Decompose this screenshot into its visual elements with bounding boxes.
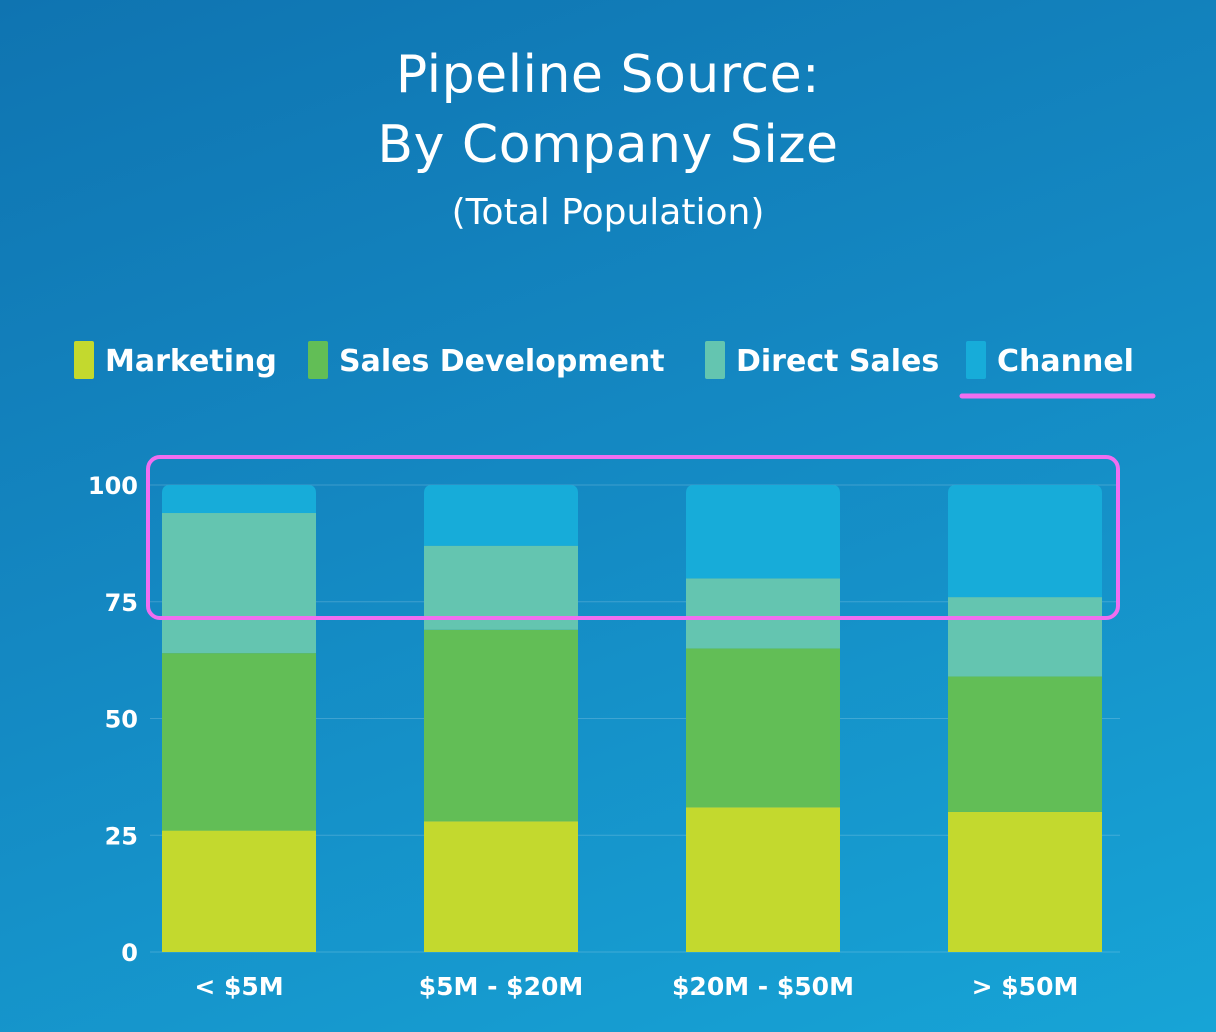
bar-stack — [424, 485, 578, 952]
legend-item: Sales Development — [308, 341, 665, 379]
bar-segment-sales-development — [686, 648, 840, 808]
legend-swatch — [74, 341, 94, 379]
chart-title-line-2: By Company Size — [377, 115, 839, 175]
title-block: Pipeline Source: By Company Size (Total … — [0, 40, 1216, 238]
legend-item: Marketing — [74, 341, 277, 379]
chart-title-line-1: Pipeline Source: — [395, 45, 821, 105]
bar-segment-sales-development — [948, 676, 1102, 812]
y-tick-label: 50 — [105, 706, 138, 734]
bar-segment-marketing — [686, 807, 840, 952]
bar-segment-sales-development — [424, 629, 578, 822]
legend-label: Direct Sales — [736, 344, 939, 379]
bar-stack — [686, 485, 840, 952]
bar-segment-sales-development — [162, 653, 316, 831]
y-tick-label: 75 — [105, 589, 138, 617]
x-tick-label: $20M - $50M — [672, 972, 854, 1001]
legend-item: Direct Sales — [705, 341, 939, 379]
x-tick-label: < $5M — [194, 972, 283, 1001]
y-tick-label: 100 — [88, 472, 138, 500]
y-tick-label: 25 — [105, 822, 138, 850]
bar-segment-marketing — [424, 821, 578, 952]
bar-segment-marketing — [162, 830, 316, 952]
bar-segment-channel — [162, 485, 316, 514]
x-axis: < $5M $5M - $20M $20M - $50M > $50M — [194, 972, 1078, 1001]
chart-subtitle: (Total Population) — [451, 192, 765, 233]
bar-segment-direct-sales — [948, 597, 1102, 677]
bar-segment-marketing — [948, 811, 1102, 952]
y-tick-label: 0 — [121, 939, 138, 967]
legend-swatch — [966, 341, 986, 379]
legend-label: Marketing — [105, 344, 277, 379]
bar-stack — [948, 485, 1102, 952]
legend-item: Channel — [966, 341, 1134, 379]
legend: Marketing Sales Development Direct Sales Ch… — [74, 341, 1134, 379]
legend-swatch — [308, 341, 328, 379]
annotations — [146, 393, 1156, 620]
bar-stack — [162, 485, 316, 952]
bar-segment-direct-sales — [424, 545, 578, 630]
bar-segment-direct-sales — [162, 513, 316, 654]
legend-label: Channel — [997, 344, 1134, 379]
x-tick-label: > $50M — [972, 972, 1079, 1001]
legend-swatch — [705, 341, 725, 379]
bar-segment-direct-sales — [686, 578, 840, 649]
x-tick-label: $5M - $20M — [419, 972, 584, 1001]
bar-segment-channel — [948, 485, 1102, 598]
y-axis: 0 25 50 75 100 — [88, 472, 138, 967]
highlight-box — [146, 455, 1120, 620]
bar-segment-channel — [686, 485, 840, 579]
bar-segment-channel — [424, 485, 578, 546]
legend-label: Sales Development — [339, 344, 665, 379]
bars — [162, 485, 1102, 952]
